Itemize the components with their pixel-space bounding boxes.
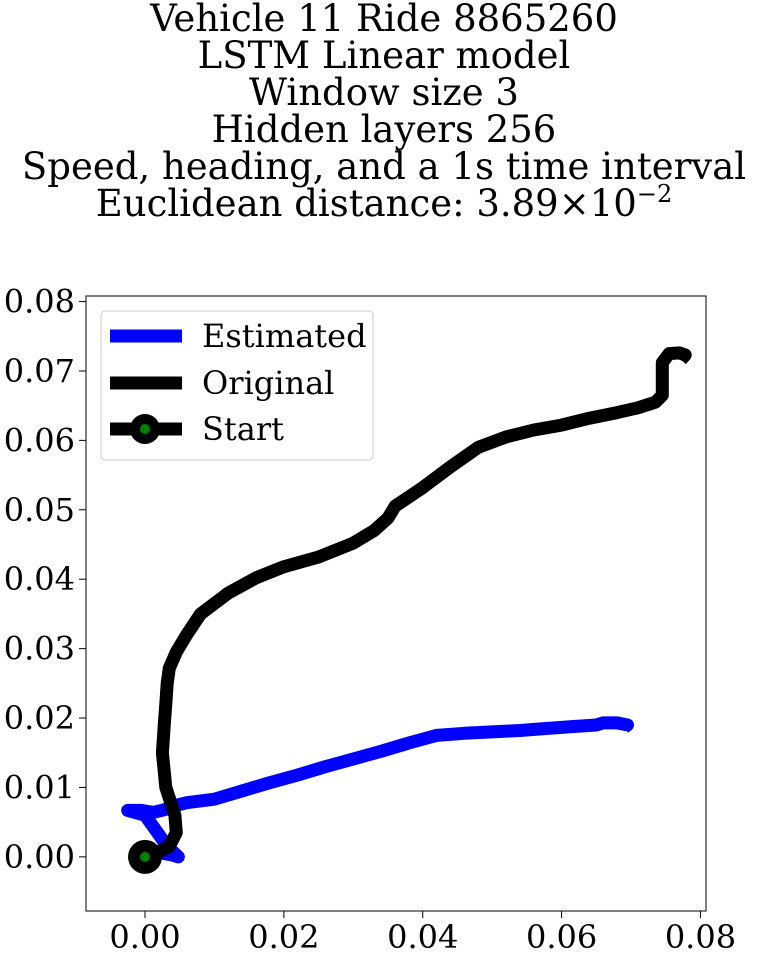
- y-tick-label: 0.08: [4, 283, 75, 321]
- y-tick-label: 0.02: [4, 699, 75, 737]
- series-layer: [121, 346, 692, 864]
- y-tick-label: 0.03: [4, 630, 75, 668]
- marker-layer: [128, 839, 163, 874]
- title-line-distance: Euclidean distance: 3.89×10−2: [0, 182, 768, 225]
- axes-frame: [85, 295, 707, 912]
- chart-title: Vehicle 11 Ride 8865260 LSTM Linear mode…: [0, 0, 768, 222]
- y-tick-label: 0.07: [4, 352, 75, 390]
- y-tick-label: 0.01: [4, 768, 75, 806]
- series-line-original: [142, 346, 692, 864]
- y-tick-label: 0.06: [4, 421, 75, 459]
- distance-base: 10: [589, 182, 637, 225]
- tick-layer: 0.00 0.02 0.04 0.06 0.08 0.00 0.01 0.02 0.03 0.04…: [4, 283, 736, 956]
- legend: Estimated Original Start: [100, 310, 374, 461]
- title-line-features: Speed, heading, and a 1s time interval: [21, 145, 747, 188]
- series-line-estimated: [121, 716, 634, 864]
- y-tick-label: 0.05: [4, 491, 75, 529]
- x-tick-label: 0.08: [665, 918, 736, 956]
- legend-start-marker-inner: [140, 424, 150, 434]
- legend-estimated-label: Estimated: [202, 317, 367, 355]
- legend-start-label: Start: [202, 410, 284, 448]
- title-line-hidden: Hidden layers 256: [211, 108, 557, 151]
- distance-exponent: −2: [636, 180, 673, 208]
- distance-times: ×: [558, 182, 590, 225]
- x-tick-label: 0.06: [526, 918, 597, 956]
- legend-original-label: Original: [202, 364, 334, 402]
- distance-prefix: Euclidean distance:: [95, 182, 477, 225]
- start-marker-inner: [140, 851, 151, 862]
- title-line-window: Window size 3: [249, 71, 519, 114]
- y-tick-label: 0.00: [4, 838, 75, 876]
- x-tick-label: 0.00: [109, 918, 180, 956]
- distance-mantissa: 3.89: [476, 182, 559, 225]
- title-line-model: LSTM Linear model: [197, 34, 571, 77]
- x-tick-label: 0.02: [248, 918, 319, 956]
- x-tick-label: 0.04: [387, 918, 458, 956]
- y-tick-label: 0.04: [4, 560, 75, 598]
- title-line-vehicle: Vehicle 11 Ride 8865260: [150, 0, 618, 40]
